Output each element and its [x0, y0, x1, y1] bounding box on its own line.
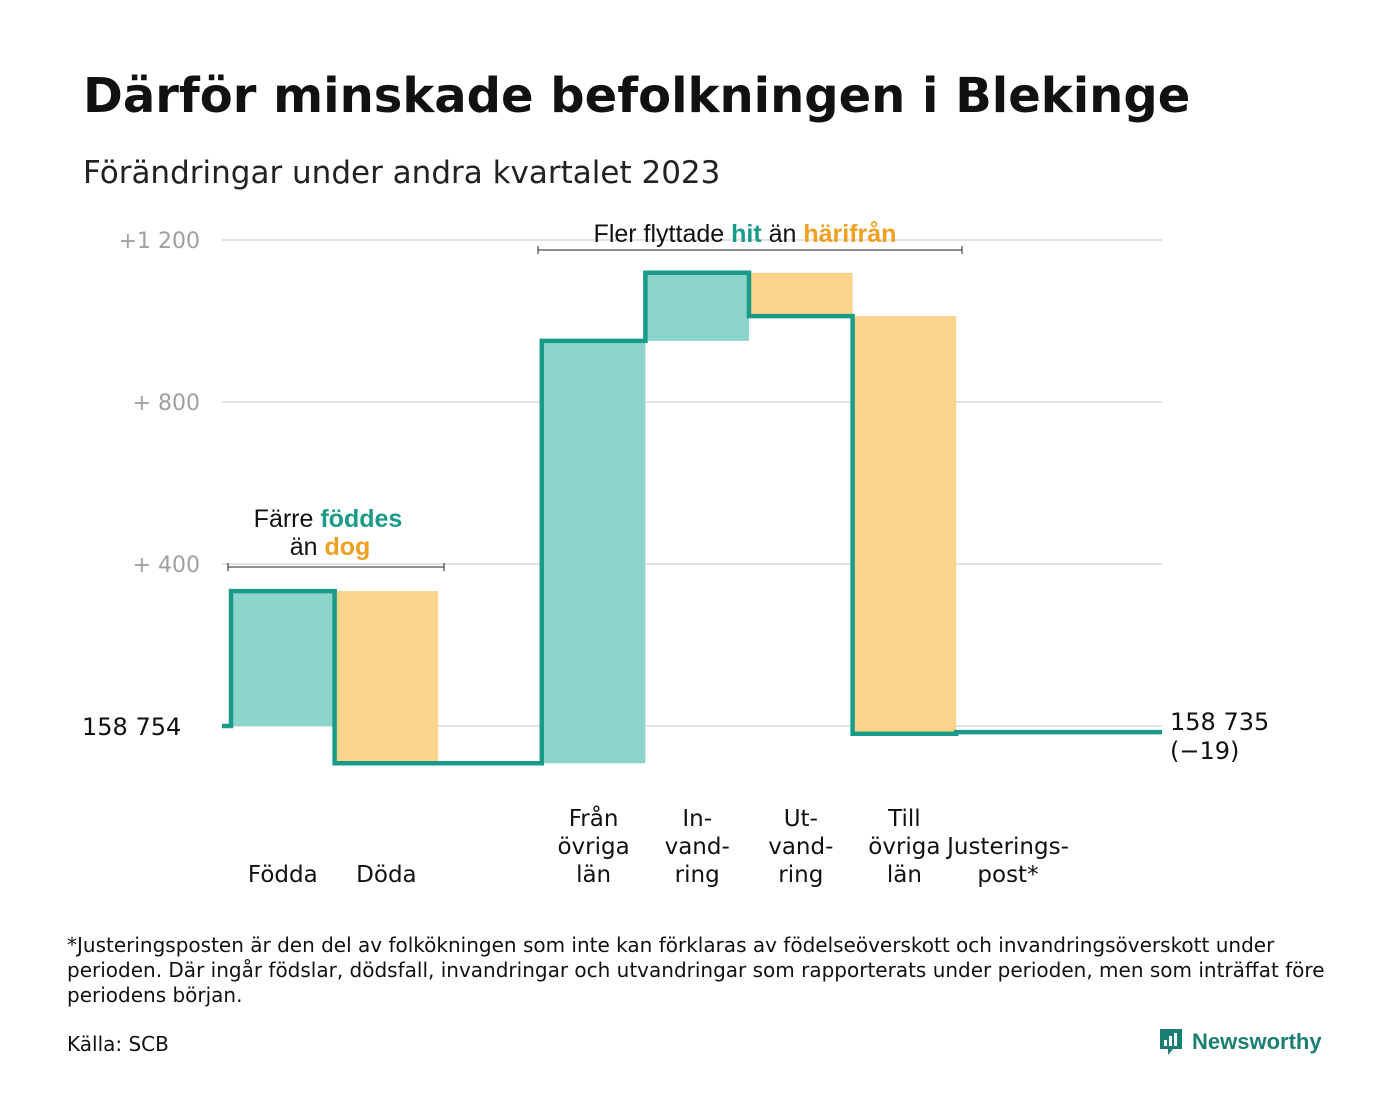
- births-annotation-line2: än dog: [290, 533, 371, 561]
- category-label: Födda: [248, 862, 318, 888]
- footnote: *Justeringsposten är den del av folkökni…: [67, 933, 1325, 1007]
- end-change-label: (−19): [1170, 737, 1239, 765]
- y-tick-label: + 400: [133, 553, 200, 578]
- bar-decrease: [852, 316, 957, 734]
- brand-name: Newsworthy: [1192, 1029, 1322, 1054]
- newsworthy-logo-icon: [1160, 1029, 1182, 1055]
- category-label: Döda: [356, 862, 416, 888]
- start-value-label: 158 754: [82, 713, 181, 741]
- running-total-line: [222, 270, 1162, 766]
- bar-increase: [645, 272, 749, 341]
- source-label: Källa: SCB: [67, 1032, 169, 1056]
- waterfall-chart: +1 200 + 800 + 400 Födda Döda Från övriga län I…: [82, 220, 1269, 888]
- chart-subtitle: Förändringar under andra kvartalet 2023: [83, 155, 721, 191]
- migration-annotation: Fler flyttade hit än härifrån: [594, 220, 897, 248]
- category-label: In-vand-ring: [665, 806, 730, 888]
- bar-decrease: [749, 272, 853, 317]
- births-annotation-line1: Färre föddes: [254, 505, 403, 533]
- category-label: Ut-vand-ring: [768, 806, 833, 888]
- category-label: Från övriga län: [557, 804, 629, 888]
- y-tick-label: +1 200: [119, 229, 200, 254]
- chart-title: Därför minskade befolkningen i Blekinge: [83, 68, 1191, 124]
- bar-increase: [231, 591, 335, 726]
- category-label: Justerings-post*: [945, 834, 1069, 888]
- end-value-label: 158 735: [1170, 708, 1269, 736]
- brand-logo: Newsworthy: [1158, 1027, 1322, 1057]
- y-tick-label: + 800: [133, 391, 200, 416]
- bar-increase: [541, 340, 646, 764]
- bar-decrease: [334, 591, 439, 764]
- category-label: Till övriga län: [868, 806, 940, 888]
